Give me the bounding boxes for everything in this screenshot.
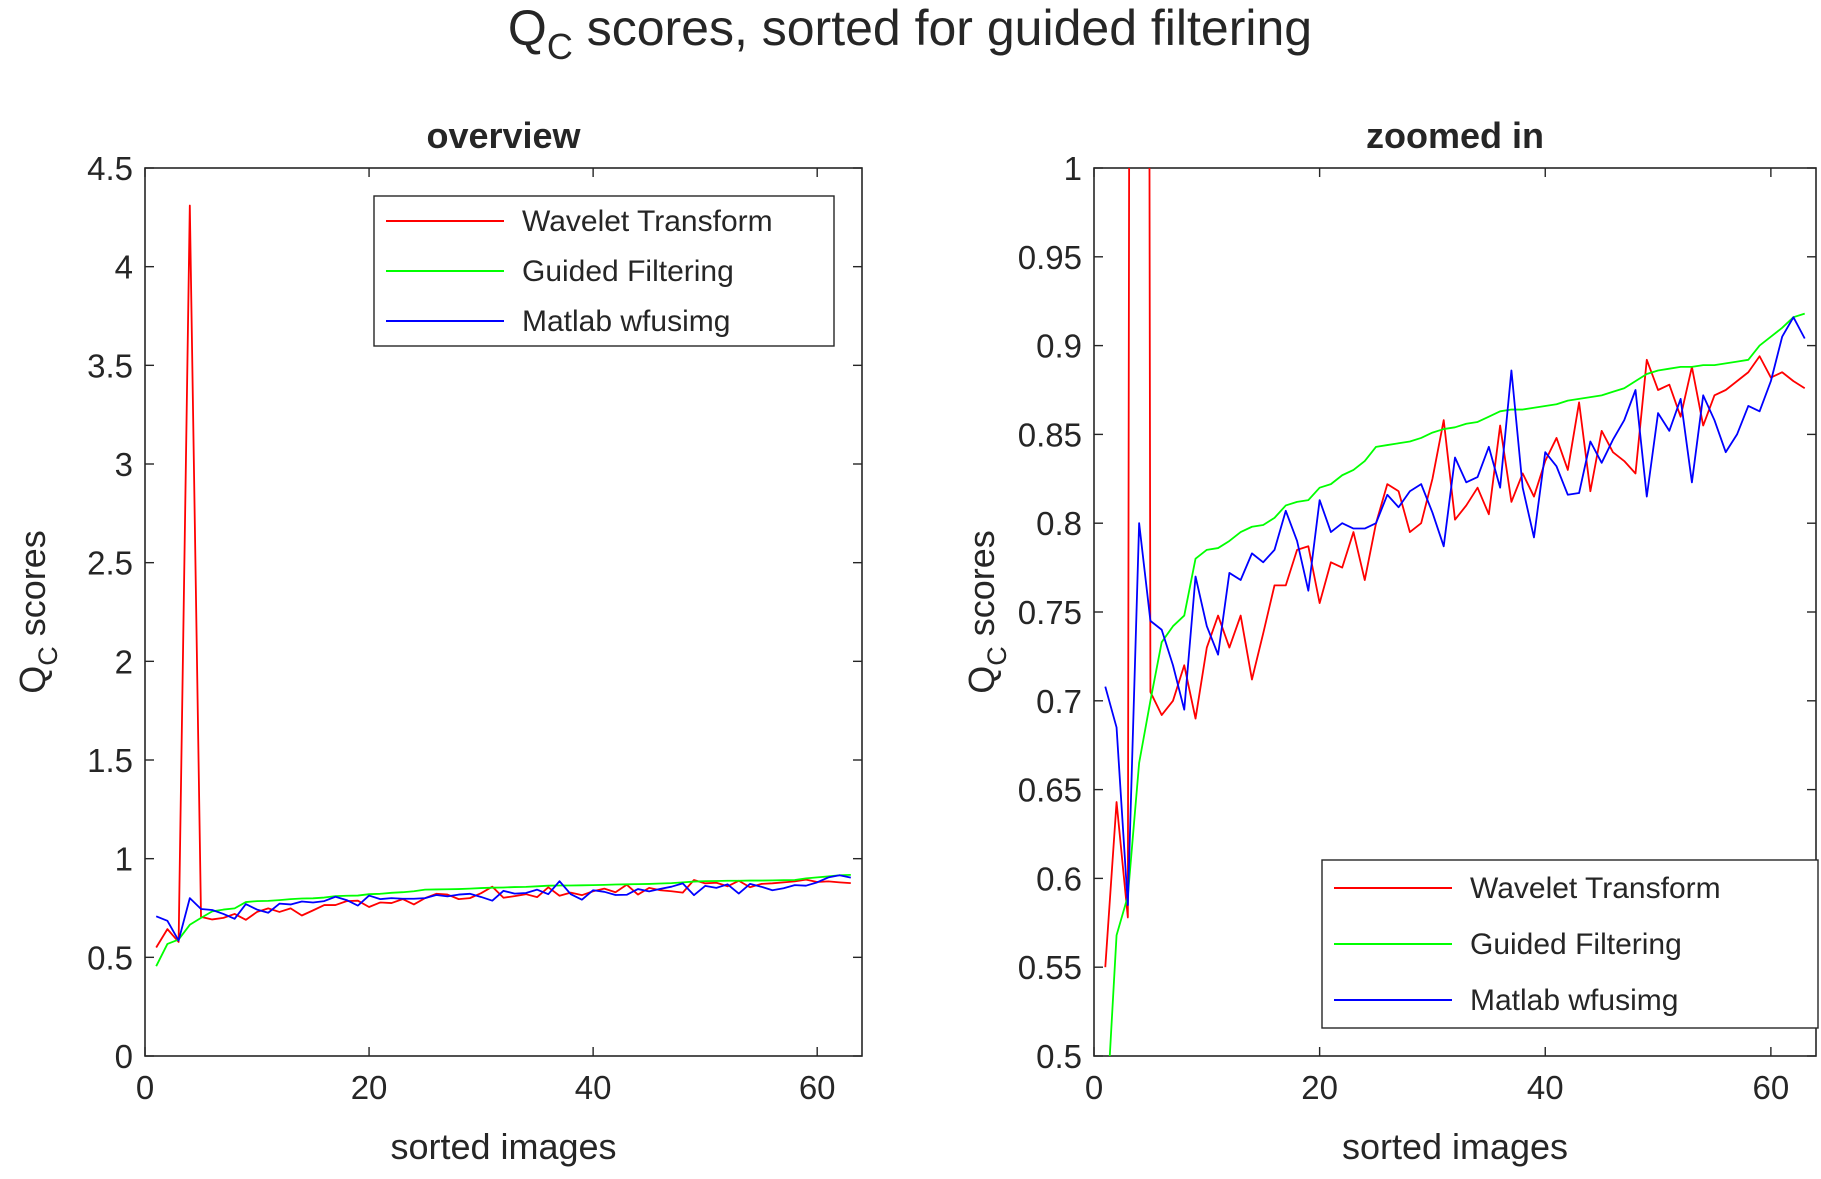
chart-overview: 0 0.5 1 1.5 2 2.5 3 3.5 4 4.5 0 20 40 60 overview sorte… xyxy=(12,115,863,1167)
y-tick-label: 0.8 xyxy=(1036,505,1082,542)
x-axis-label: sorted images xyxy=(390,1126,616,1167)
series-line-guided-filtering xyxy=(155,873,851,967)
figure-title-rest: scores, sorted for guided filtering xyxy=(573,0,1312,56)
x-tick-label: 40 xyxy=(1527,1069,1564,1106)
y-tick-label: 0.7 xyxy=(1036,683,1082,720)
figure-title-subscript: C xyxy=(547,26,573,67)
x-tick-label: 60 xyxy=(799,1069,836,1106)
y-axis-label: QC scores xyxy=(961,530,1012,694)
figure-title-main: Q xyxy=(508,0,547,56)
legend-label-matlab-wfusimg: Matlab wfusimg xyxy=(522,305,730,338)
y-tick-label: 1 xyxy=(1064,150,1082,187)
y-axis-label-subscript: C xyxy=(982,646,1012,666)
y-tick-label: 3.5 xyxy=(87,347,133,384)
legend-label-guided-filtering: Guided Filtering xyxy=(1470,928,1682,961)
x-tick-label: 20 xyxy=(351,1069,388,1106)
y-tick-label: 0.75 xyxy=(1018,594,1082,631)
y-tick-label: 0.5 xyxy=(1036,1038,1082,1075)
legend-label-guided-filtering: Guided Filtering xyxy=(522,255,734,288)
x-tick-label: 0 xyxy=(1085,1069,1103,1106)
y-tick-label: 0.55 xyxy=(1018,949,1082,986)
y-tick-label: 1 xyxy=(115,841,133,878)
figure-title: QC scores, sorted for guided filtering xyxy=(508,0,1312,67)
chart-zoomed-in: 0.5 0.55 0.6 0.65 0.7 0.75 0.8 0.85 0.9 0.95 1 0 20 4… xyxy=(961,115,1819,1167)
series-lines xyxy=(155,204,851,967)
y-tick-label: 1.5 xyxy=(87,742,133,779)
y-tick-label: 0.6 xyxy=(1036,860,1082,897)
y-axis-label-rest: scores xyxy=(961,530,1002,646)
legend: Wavelet Transform Guided Filtering Matlab … xyxy=(1321,859,1819,1029)
y-axis-label-rest: scores xyxy=(12,530,53,646)
legend-label-matlab-wfusimg: Matlab wfusimg xyxy=(1470,984,1678,1017)
y-axis-label-subscript: C xyxy=(33,646,63,666)
y-tick-label: 2 xyxy=(115,643,133,680)
y-tick-label: 0 xyxy=(115,1038,133,1075)
x-tick-label: 40 xyxy=(575,1069,612,1106)
series-line-guided-filtering xyxy=(1108,312,1805,1056)
y-tick-label: 3 xyxy=(115,446,133,483)
y-axis-label: QC scores xyxy=(12,530,63,694)
panel-title: overview xyxy=(426,115,581,156)
y-tick-label: 0.95 xyxy=(1018,239,1082,276)
x-tick-label: 20 xyxy=(1301,1069,1338,1106)
panel-title: zoomed in xyxy=(1366,115,1544,156)
y-tick-label: 0.65 xyxy=(1018,772,1082,809)
legend-label-wavelet-transform: Wavelet Transform xyxy=(522,205,773,238)
y-tick-label: 0.9 xyxy=(1036,328,1082,365)
x-axis-label: sorted images xyxy=(1342,1126,1568,1167)
y-axis-label-main: Q xyxy=(12,666,53,694)
series-line-matlab-wfusimg xyxy=(155,874,851,942)
legend-label-wavelet-transform: Wavelet Transform xyxy=(1470,872,1721,905)
y-tick-label: 2.5 xyxy=(87,545,133,582)
series-lines xyxy=(1104,168,1806,1056)
legend: Wavelet Transform Guided Filtering Matlab … xyxy=(373,195,835,347)
x-tick-label: 60 xyxy=(1753,1069,1790,1106)
y-tick-label: 4.5 xyxy=(87,150,133,187)
y-tick-label: 0.5 xyxy=(87,939,133,976)
series-line-matlab-wfusimg xyxy=(1104,316,1806,906)
x-tick-label: 0 xyxy=(136,1069,154,1106)
y-tick-label: 4 xyxy=(115,249,133,286)
y-tick-label: 0.85 xyxy=(1018,416,1082,453)
y-axis-label-main: Q xyxy=(961,666,1002,694)
